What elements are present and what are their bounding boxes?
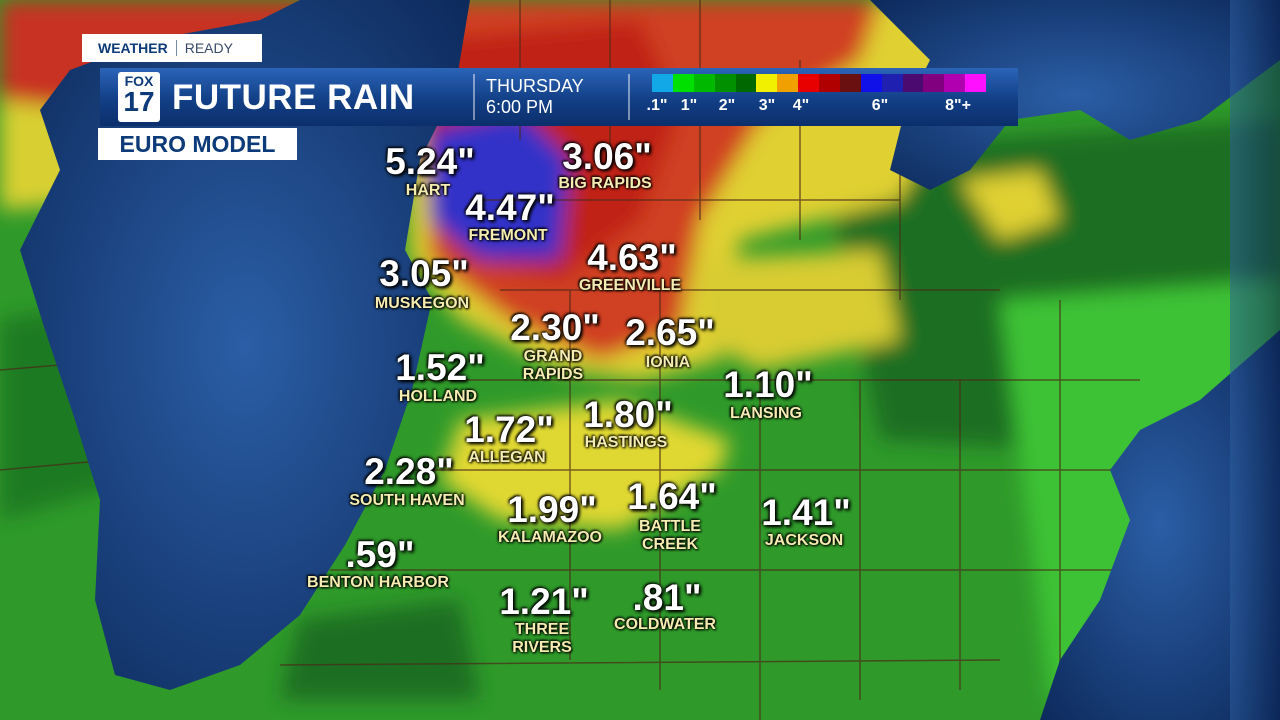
city-name: FREMONT: [468, 227, 548, 244]
rain-amount: .81": [632, 577, 702, 618]
city-name: BENTON HARBOR: [307, 574, 449, 591]
legend-swatch: [839, 74, 861, 92]
city-name: KALAMAZOO: [498, 529, 602, 546]
legend-swatch: [881, 74, 903, 92]
city-name: BATTLE: [639, 518, 701, 535]
time: 6:00 PM: [486, 97, 554, 117]
rain-amount: 4.63": [587, 237, 677, 278]
city-name: RIVERS: [512, 639, 572, 656]
city-name: HART: [405, 182, 451, 199]
city-name: HOLLAND: [398, 388, 478, 405]
city-name: THREE: [514, 621, 570, 638]
city-name: LANSING: [730, 405, 802, 422]
legend-label: 6": [871, 97, 889, 114]
rain-amount: 3.05": [379, 253, 469, 294]
city-name: CREEK: [641, 536, 699, 553]
divider: [473, 74, 475, 120]
legend-swatch: [902, 74, 924, 92]
city-name: GREENVILLE: [578, 277, 682, 294]
city-name: HASTINGS: [584, 434, 668, 451]
city-name: SOUTH HAVEN: [349, 492, 465, 509]
logo-top: FOX: [124, 73, 154, 89]
rain-amount: .59": [345, 534, 415, 575]
city-name: RAPIDS: [522, 366, 584, 383]
rain-amount: 1.10": [723, 364, 813, 405]
lake-erie: [1040, 330, 1280, 720]
rain-amount: 5.24": [385, 141, 475, 182]
legend-swatch: [923, 74, 945, 92]
legend-swatch: [714, 74, 736, 92]
tag-left: WEATHER: [98, 40, 168, 56]
city-name: JACKSON: [764, 532, 844, 549]
tag-right: READY: [175, 40, 241, 56]
logo-bottom: 17: [123, 86, 155, 117]
rain-amount: 1.99": [507, 489, 597, 530]
legend-label: 2": [718, 97, 736, 114]
legend-label: 3": [758, 97, 776, 114]
rain-amount: 1.72": [464, 409, 554, 450]
rain-amount: 1.41": [761, 492, 851, 533]
rain-amount: 1.64": [627, 476, 717, 517]
legend-swatch: [798, 74, 819, 92]
when: THURSDAY 6:00 PM: [486, 76, 584, 118]
city-name: ALLEGAN: [468, 449, 546, 466]
lake-michigan: [20, 0, 470, 690]
rain-amount: 2.28": [364, 451, 454, 492]
legend-swatch: [819, 74, 840, 92]
rain-amount: 4.47": [465, 187, 555, 228]
rain-amount: 1.52": [395, 347, 485, 388]
city-name: COLDWATER: [614, 616, 716, 633]
legend-label: .1": [646, 97, 668, 114]
divider: [628, 74, 630, 120]
city-name: MUSKEGON: [374, 295, 470, 312]
city-name: GRAND: [523, 348, 583, 365]
edge-shade: [1230, 0, 1280, 720]
day: THURSDAY: [486, 76, 584, 96]
city-name: BIG RAPIDS: [558, 175, 652, 192]
city-name: IONIA: [645, 354, 691, 371]
legend-swatch: [860, 74, 882, 92]
legend-swatch: [756, 74, 778, 92]
legend-label: 4": [792, 97, 810, 114]
legend-swatch: [652, 74, 673, 92]
rain-amount: 1.80": [583, 394, 673, 435]
legend-label: 8"+: [945, 97, 971, 114]
legend-label: 1": [680, 97, 698, 114]
legend-swatch: [672, 74, 694, 92]
legend-swatch: [777, 74, 799, 92]
rain-amount: 2.30": [510, 307, 600, 348]
legend-swatch: [965, 74, 986, 92]
model-label: EURO MODEL: [98, 128, 297, 160]
rain-amount: 1.21": [499, 581, 589, 622]
lake-huron: [870, 0, 1280, 190]
legend-swatch: [735, 74, 757, 92]
logo: FOX 17: [118, 72, 160, 122]
rain-amount: 3.06": [562, 136, 652, 177]
title: FUTURE RAIN: [172, 78, 415, 117]
legend-scale: [652, 74, 986, 92]
legend-swatch: [693, 74, 715, 92]
rain-amount: 2.65": [625, 312, 715, 353]
legend-swatch: [944, 74, 966, 92]
show-tag: WEATHER READY: [82, 34, 262, 62]
